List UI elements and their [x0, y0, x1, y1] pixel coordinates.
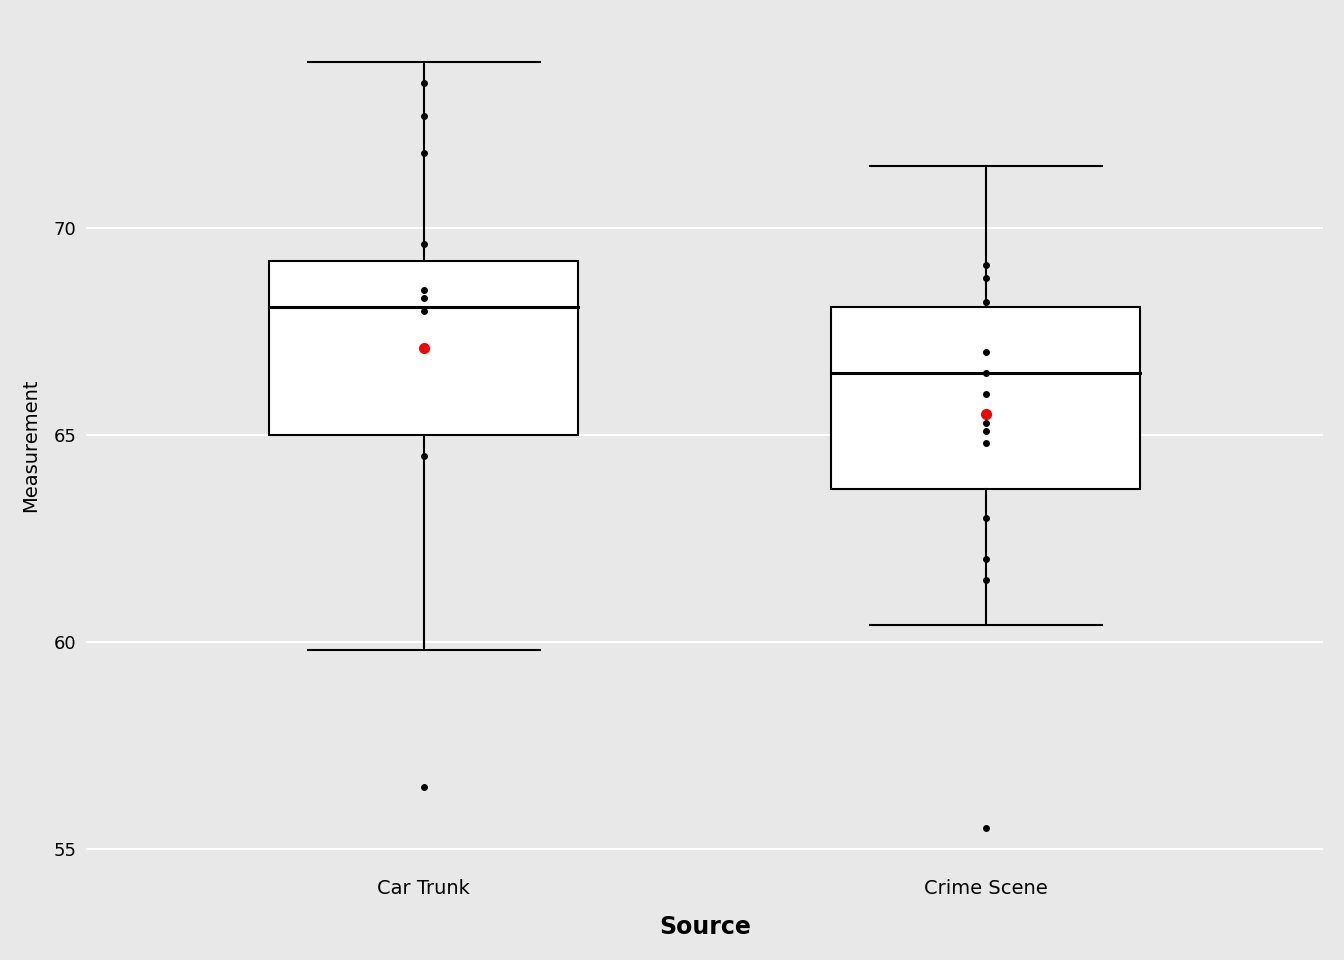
Bar [269, 261, 578, 435]
Bar [832, 306, 1141, 489]
Y-axis label: Measurement: Measurement [22, 378, 40, 512]
X-axis label: Source: Source [659, 915, 751, 939]
